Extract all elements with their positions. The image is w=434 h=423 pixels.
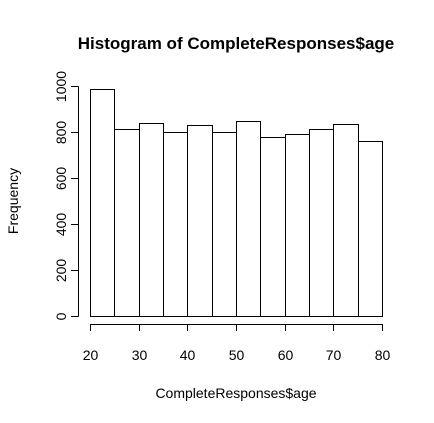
y-tick-label: 800 [53,121,69,145]
x-tick-label: 20 [83,347,99,363]
y-tick-label: 600 [53,167,69,191]
histogram-bar [163,132,188,317]
histogram-bar [260,137,286,317]
histogram-bar [187,125,213,317]
y-axis-title: Frequency [5,168,21,234]
y-tick-label: 1000 [53,71,69,102]
histogram-bar [212,132,237,317]
histogram-bar [114,129,140,317]
y-tick-label: 400 [53,213,69,237]
x-axis: 20 30 40 50 60 70 80 [83,324,391,363]
x-tick-label: 40 [180,347,196,363]
y-tick-label: 0 [53,312,69,320]
x-tick-label: 30 [132,347,148,363]
histogram-bar [236,121,261,317]
histogram-bar [333,124,359,317]
x-tick-label: 60 [278,347,294,363]
histogram-bar [90,89,115,317]
y-tick-label: 200 [53,259,69,283]
y-axis: 0 200 400 600 800 1000 [53,71,79,320]
x-tick-label: 70 [326,347,342,363]
x-tick-label: 50 [229,347,245,363]
histogram-bar [358,141,383,317]
histogram-bar [285,134,310,317]
x-axis-title: CompleteResponses$age [155,385,316,401]
chart-title: Histogram of CompleteResponses$age [78,34,394,53]
bars-group [90,89,383,317]
x-tick-label: 80 [375,347,391,363]
histogram-bar [309,129,334,317]
histogram-bar [139,123,164,317]
